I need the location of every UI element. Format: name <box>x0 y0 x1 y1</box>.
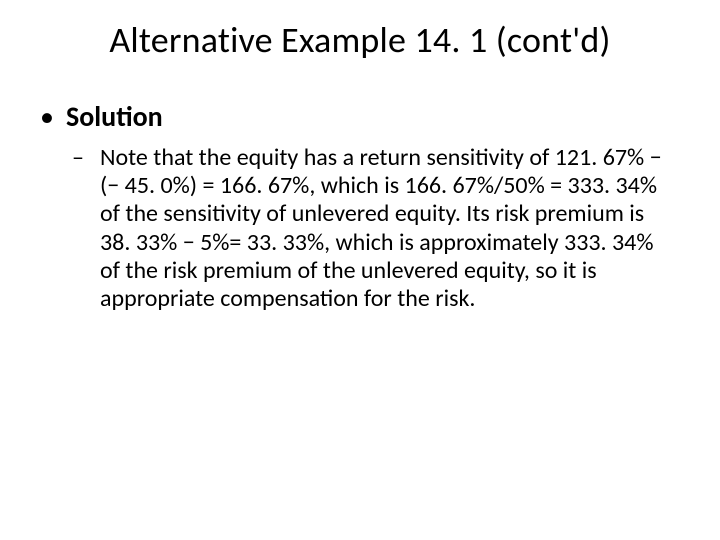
slide: Alternative Example 14. 1 (cont'd) Solut… <box>0 0 720 540</box>
bullet-solution: Solution Note that the equity has a retu… <box>36 100 672 313</box>
slide-title: Alternative Example 14. 1 (cont'd) <box>0 18 720 62</box>
bullet-list-level1: Solution Note that the equity has a retu… <box>36 100 672 313</box>
sub-bullet-note: Note that the equity has a return sensit… <box>66 144 672 314</box>
sub-bullet-note-text: Note that the equity has a return sensit… <box>100 143 662 314</box>
slide-body: Solution Note that the equity has a retu… <box>36 100 672 313</box>
bullet-list-level2: Note that the equity has a return sensit… <box>66 144 672 314</box>
bullet-solution-label: Solution <box>66 99 163 134</box>
